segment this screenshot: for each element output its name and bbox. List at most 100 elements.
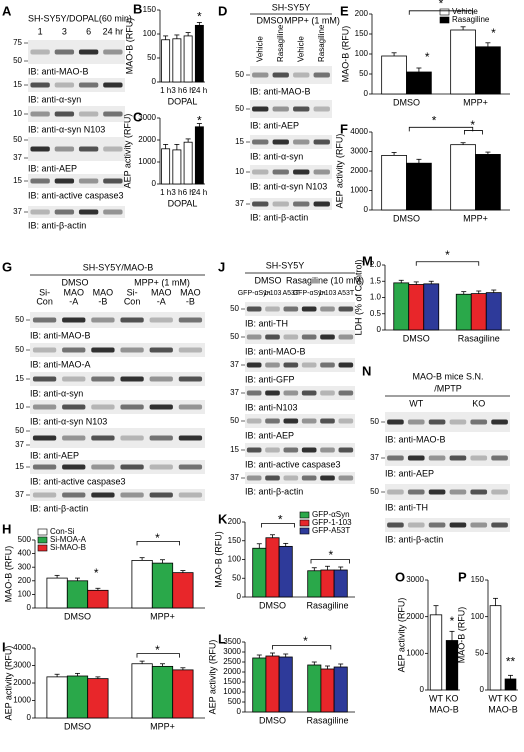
y-tick-label: 2000 — [138, 135, 156, 144]
mw-marker: 50 — [235, 70, 244, 79]
y-tick-label: 0 — [420, 685, 425, 694]
bar — [333, 569, 348, 598]
blot-band — [338, 306, 354, 312]
blot-band — [320, 390, 335, 396]
y-tick-label: 2000 — [406, 612, 424, 621]
y-tick-label: 500 — [228, 697, 242, 706]
blot-band — [293, 169, 310, 175]
blot-label: IB: anti-β-actin — [245, 486, 303, 496]
bar — [423, 283, 440, 331]
bar — [406, 162, 432, 211]
blot-label: IB: anti-MAO-B — [30, 330, 91, 340]
x-tick-label: 24 h — [192, 86, 208, 95]
lane-label: MAO — [180, 287, 201, 297]
x-tick-label: 1 h — [160, 86, 171, 95]
bar — [194, 24, 204, 83]
significance: * — [425, 50, 430, 64]
blot-band — [301, 447, 317, 453]
y-axis-label: MAO-B (RFU) — [340, 26, 350, 83]
bar — [450, 144, 476, 211]
blot-band — [78, 82, 99, 88]
panel-letter: I — [2, 639, 6, 654]
y-tick-label: 0 — [237, 707, 242, 716]
blot-band — [32, 376, 57, 382]
blot-band — [265, 475, 280, 481]
y-tick-label: 1500 — [223, 677, 241, 686]
x-tick-label: MPP+ — [150, 721, 175, 731]
blot-band — [178, 435, 203, 441]
blot-label: IB: anti-MAO-A — [30, 359, 91, 369]
blot-band — [320, 362, 335, 368]
y-tick-label: 4000 — [13, 643, 31, 652]
blot-strip — [250, 198, 332, 210]
x-axis-label: DOPAL — [168, 198, 198, 208]
blot-header: DMSO — [257, 15, 284, 25]
blot-band — [120, 347, 144, 353]
y-tick-label: 0 — [27, 713, 32, 722]
blot-strip — [28, 40, 125, 64]
blot-band — [178, 317, 203, 323]
bar — [406, 71, 432, 95]
blot-strip — [385, 518, 510, 532]
x-tick-label: Rasagiline — [306, 600, 348, 610]
mw-marker: 15 — [230, 445, 239, 454]
panel-letter: F — [340, 121, 348, 136]
y-axis-label: AEP activity (RFU) — [3, 646, 13, 721]
panel-letter: K — [218, 511, 228, 526]
legend-label: GFP-A53T — [312, 526, 350, 535]
blot-band — [252, 201, 269, 207]
bar — [455, 293, 472, 331]
mw-marker: 75 — [13, 38, 22, 47]
panel-letter: J — [218, 259, 225, 274]
lane-label: Rasagiline — [276, 24, 285, 62]
blot-strip — [30, 372, 205, 386]
blot-band — [338, 475, 354, 481]
mw-marker: 50 — [230, 304, 239, 313]
bar — [381, 154, 407, 211]
mw-marker: 50 — [230, 416, 239, 425]
blot-band — [91, 464, 115, 470]
legend-label: Vehicle — [452, 7, 478, 16]
blot-band — [470, 522, 488, 528]
blot-label: IB: anti-MAO-B — [245, 346, 306, 356]
y-tick-label: 4000 — [350, 127, 368, 136]
blot-band — [283, 475, 299, 481]
blot-band — [283, 362, 299, 368]
sig-bracket — [415, 261, 480, 266]
mw-marker: 50 — [13, 135, 22, 144]
blot-band — [272, 169, 289, 175]
mw-marker: 50 — [235, 104, 244, 113]
legend-label: Si-MOA-A — [50, 535, 87, 544]
blot-band — [103, 178, 123, 184]
bar — [307, 570, 322, 598]
blot-band — [62, 317, 86, 323]
legend-swatch — [299, 519, 310, 527]
y-axis-label: LDH (% of Control) — [353, 259, 363, 335]
blot-band — [120, 464, 144, 470]
blot-band — [272, 139, 289, 145]
x-tick-label: DMSO — [403, 333, 430, 343]
x-tick-label: DMSO — [259, 600, 286, 610]
y-axis-label: AEP activity (RFU) — [122, 114, 132, 189]
blot-band — [449, 489, 467, 495]
blot-band — [103, 82, 123, 88]
blot-strip — [385, 412, 510, 432]
lane-label: 24 hr — [103, 26, 124, 36]
y-tick-label: 200 — [18, 576, 32, 585]
blot-band — [428, 489, 446, 495]
lane-label: 1-103 — [319, 290, 337, 297]
x-tick-label: 1 h — [160, 188, 171, 197]
blot-band — [272, 72, 289, 78]
blot-label: IB: anti-active caspase3 — [30, 476, 126, 486]
blot-label: IB: anti-α-syn N103 — [250, 181, 327, 191]
blot-strip — [385, 484, 510, 500]
blot-band — [120, 317, 144, 323]
blot-band — [91, 435, 115, 441]
lane-label: -B — [98, 296, 107, 306]
blot-band — [78, 178, 99, 184]
blot-band — [149, 317, 173, 323]
y-tick-label: 1000 — [138, 157, 156, 166]
blot-label: IB: anti-active caspase3 — [28, 190, 124, 200]
lane-label: -A — [157, 296, 166, 306]
blot-band — [54, 178, 75, 184]
